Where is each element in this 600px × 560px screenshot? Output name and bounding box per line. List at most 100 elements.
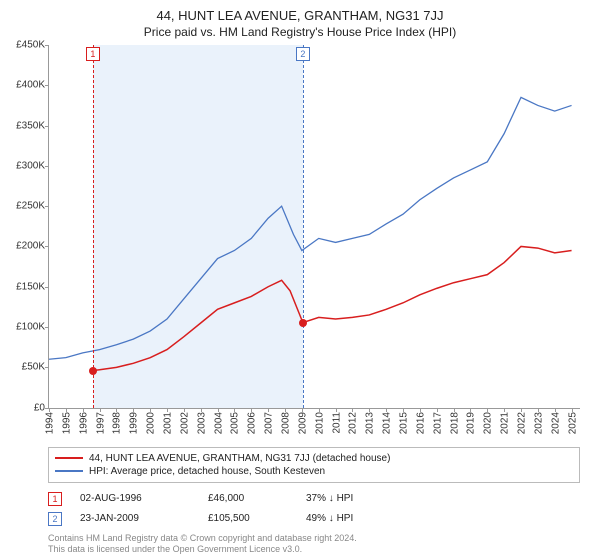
x-axis-label: 2023 xyxy=(531,412,544,434)
reference-badge: 2 xyxy=(296,47,310,61)
x-axis-tick xyxy=(66,408,67,412)
x-axis-tick xyxy=(336,408,337,412)
sale-diff: 49% ↓ HPI xyxy=(306,513,406,524)
y-axis-tick xyxy=(45,367,49,368)
x-axis-label: 2013 xyxy=(363,412,376,434)
y-axis-tick xyxy=(45,246,49,247)
legend-label: HPI: Average price, detached house, Sout… xyxy=(89,466,325,477)
x-axis-label: 1998 xyxy=(110,412,123,434)
chart-lines xyxy=(49,45,580,408)
legend-item: 44, HUNT LEA AVENUE, GRANTHAM, NG31 7JJ … xyxy=(55,452,573,465)
x-axis-tick xyxy=(268,408,269,412)
x-axis-tick xyxy=(420,408,421,412)
legend-label: 44, HUNT LEA AVENUE, GRANTHAM, NG31 7JJ … xyxy=(89,453,390,464)
y-axis-tick xyxy=(45,206,49,207)
x-axis-tick xyxy=(100,408,101,412)
x-axis-label: 1996 xyxy=(76,412,89,434)
sale-row: 223-JAN-2009£105,50049% ↓ HPI xyxy=(48,509,580,529)
x-axis-label: 2022 xyxy=(515,412,528,434)
x-axis-tick xyxy=(234,408,235,412)
x-axis-tick xyxy=(150,408,151,412)
plot-region: £0£50K£100K£150K£200K£250K£300K£350K£400… xyxy=(48,45,580,409)
chart-subtitle: Price paid vs. HM Land Registry's House … xyxy=(10,25,590,39)
x-axis-label: 2014 xyxy=(380,412,393,434)
x-axis-label: 2018 xyxy=(447,412,460,434)
x-axis-label: 2001 xyxy=(161,412,174,434)
x-axis-tick xyxy=(251,408,252,412)
x-axis-tick xyxy=(470,408,471,412)
x-axis-tick xyxy=(369,408,370,412)
x-axis-tick xyxy=(133,408,134,412)
x-axis-label: 2010 xyxy=(312,412,325,434)
x-axis-label: 2004 xyxy=(211,412,224,434)
x-axis-tick xyxy=(504,408,505,412)
x-axis-label: 2021 xyxy=(498,412,511,434)
x-axis-tick xyxy=(167,408,168,412)
x-axis-label: 2011 xyxy=(329,412,342,434)
reference-badge: 1 xyxy=(86,47,100,61)
x-axis-tick xyxy=(487,408,488,412)
x-axis-tick xyxy=(572,408,573,412)
x-axis-tick xyxy=(386,408,387,412)
x-axis-tick xyxy=(285,408,286,412)
x-axis-label: 2019 xyxy=(464,412,477,434)
x-axis-label: 2000 xyxy=(144,412,157,434)
sale-marker xyxy=(89,367,97,375)
x-axis-label: 2024 xyxy=(548,412,561,434)
sale-price: £105,500 xyxy=(208,513,288,524)
x-axis-label: 2002 xyxy=(177,412,190,434)
x-axis-tick xyxy=(538,408,539,412)
x-axis-tick xyxy=(201,408,202,412)
footer-attribution: Contains HM Land Registry data © Crown c… xyxy=(48,533,580,556)
sale-date: 23-JAN-2009 xyxy=(80,513,190,524)
x-axis-tick xyxy=(49,408,50,412)
x-axis-tick xyxy=(454,408,455,412)
x-axis-tick xyxy=(437,408,438,412)
x-axis-label: 2012 xyxy=(346,412,359,434)
chart-area: £0£50K£100K£150K£200K£250K£300K£350K£400… xyxy=(48,45,580,409)
x-axis-label: 2017 xyxy=(430,412,443,434)
x-axis-label: 2008 xyxy=(279,412,292,434)
y-axis-tick xyxy=(45,45,49,46)
legend-item: HPI: Average price, detached house, Sout… xyxy=(55,465,573,478)
x-axis-label: 2015 xyxy=(397,412,410,434)
x-axis-label: 1995 xyxy=(59,412,72,434)
sale-marker xyxy=(299,319,307,327)
chart-container: 44, HUNT LEA AVENUE, GRANTHAM, NG31 7JJ … xyxy=(0,0,600,560)
legend-box: 44, HUNT LEA AVENUE, GRANTHAM, NG31 7JJ … xyxy=(48,447,580,483)
sales-table: 102-AUG-1996£46,00037% ↓ HPI223-JAN-2009… xyxy=(48,489,580,529)
x-axis-label: 1994 xyxy=(43,412,56,434)
x-axis-tick xyxy=(218,408,219,412)
chart-title: 44, HUNT LEA AVENUE, GRANTHAM, NG31 7JJ xyxy=(10,8,590,23)
y-axis-tick xyxy=(45,327,49,328)
series-property xyxy=(93,246,572,370)
x-axis-label: 2006 xyxy=(245,412,258,434)
legend-swatch xyxy=(55,457,83,459)
sale-badge: 1 xyxy=(48,492,62,506)
x-axis-label: 2007 xyxy=(262,412,275,434)
legend-swatch xyxy=(55,470,83,472)
x-axis-label: 2005 xyxy=(228,412,241,434)
sale-date: 02-AUG-1996 xyxy=(80,493,190,504)
y-axis-tick xyxy=(45,166,49,167)
footer-line-1: Contains HM Land Registry data © Crown c… xyxy=(48,533,580,545)
sale-row: 1 02-AUG-1996 £46,000 37% ↓ HPI xyxy=(48,489,580,509)
x-axis-tick xyxy=(83,408,84,412)
x-axis-label: 2009 xyxy=(295,412,308,434)
sale-price: £46,000 xyxy=(208,493,288,504)
x-axis-label: 1999 xyxy=(127,412,140,434)
x-axis-tick xyxy=(521,408,522,412)
x-axis-tick xyxy=(555,408,556,412)
x-axis-label: 2025 xyxy=(565,412,578,434)
y-axis-tick xyxy=(45,287,49,288)
y-axis-tick xyxy=(45,85,49,86)
x-axis-tick xyxy=(319,408,320,412)
y-axis-tick xyxy=(45,126,49,127)
x-axis-label: 2016 xyxy=(413,412,426,434)
footer-line-2: This data is licensed under the Open Gov… xyxy=(48,544,580,556)
x-axis-tick xyxy=(116,408,117,412)
x-axis-label: 1997 xyxy=(93,412,106,434)
x-axis-tick xyxy=(302,408,303,412)
sale-diff: 37% ↓ HPI xyxy=(306,493,406,504)
reference-line xyxy=(93,45,94,408)
